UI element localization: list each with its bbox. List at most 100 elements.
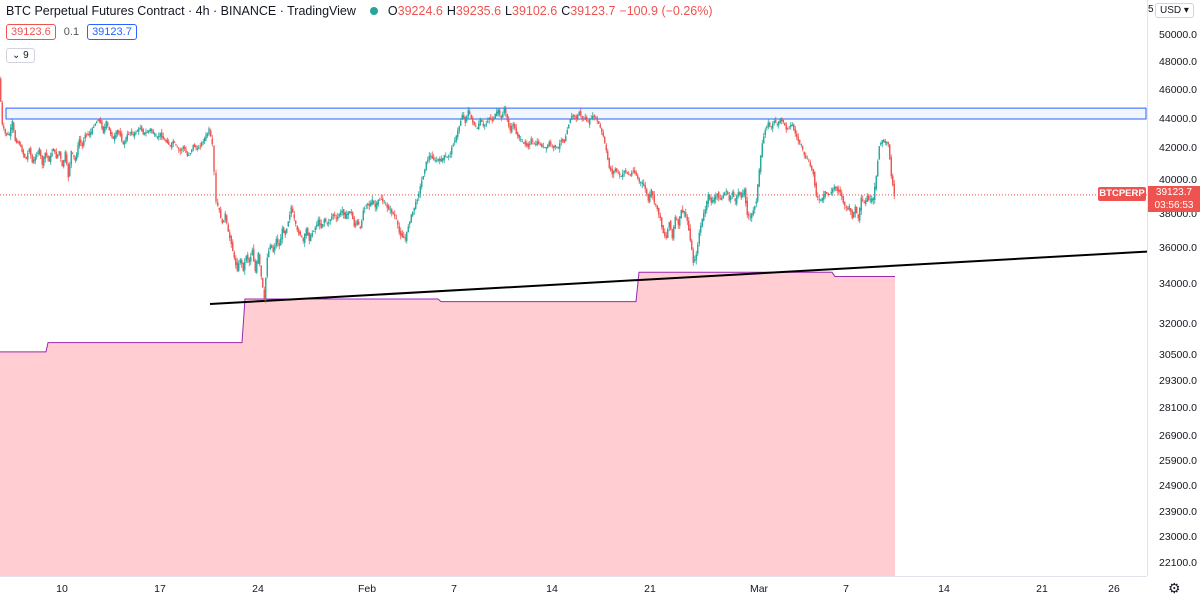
candle-body <box>299 231 301 236</box>
candle-body <box>206 133 209 136</box>
candle-body <box>301 235 303 237</box>
price-axis[interactable]: 50000.0 48000.0 46000.0 44000.0 42000.0 40000… <box>1147 0 1200 576</box>
candle-body <box>506 113 508 121</box>
candle-body <box>521 141 523 143</box>
candle-body <box>380 199 382 200</box>
change-value: −100.9 (−0.26%) <box>619 4 713 18</box>
candle-body <box>524 141 526 145</box>
currency-selector[interactable]: USD ▾ <box>1155 3 1194 18</box>
candle-body <box>776 123 778 125</box>
candle-body <box>850 208 852 212</box>
candle-body <box>181 149 183 151</box>
candle-body <box>584 117 586 119</box>
candle-body <box>334 214 336 217</box>
candle-body <box>15 139 18 143</box>
candle-body <box>793 124 795 130</box>
candle-body <box>887 141 889 145</box>
candle-body <box>472 118 474 123</box>
candle-body <box>138 128 140 132</box>
candle-body <box>737 192 739 197</box>
candle-body <box>536 141 538 146</box>
candle-body <box>643 183 645 186</box>
candle-body <box>112 137 115 139</box>
candle-body <box>43 157 45 166</box>
sell-price-button[interactable]: 39123.6 <box>6 24 56 40</box>
candle-body <box>823 194 825 200</box>
candle-body <box>446 157 448 158</box>
price-tick-label: 25900.0 <box>1159 455 1197 467</box>
support-trendline <box>209 250 1147 305</box>
candle-body <box>278 243 280 247</box>
candle-body <box>169 145 171 147</box>
candle-body <box>118 130 120 133</box>
candle-body <box>145 132 147 134</box>
candle-body <box>373 200 375 204</box>
candle-body <box>413 207 415 211</box>
time-tick-label: 7 <box>843 583 849 595</box>
candle-body <box>583 118 585 120</box>
candle-body <box>671 229 673 238</box>
candle-body <box>77 145 79 155</box>
candle-body <box>458 126 460 131</box>
time-axis[interactable]: 10 17 24 Feb 7 14 21 Mar 7 14 21 26 <box>0 576 1147 601</box>
candle-body <box>296 226 298 231</box>
candle-body <box>256 261 258 273</box>
candle-body <box>178 148 180 150</box>
indicators-collapse-button[interactable]: ⌄ 9 <box>6 48 35 63</box>
candle-body <box>179 149 181 152</box>
candle-body <box>661 217 663 227</box>
candle-body <box>863 202 865 204</box>
candle-body <box>770 126 772 128</box>
candle-body <box>838 189 840 192</box>
candle-body <box>141 126 143 132</box>
candle-body <box>173 142 176 143</box>
candle-body <box>286 228 288 233</box>
candle-body <box>712 200 714 203</box>
candle-body <box>683 211 685 214</box>
candle-body <box>57 154 59 158</box>
candle-body <box>809 162 811 166</box>
candle-body <box>442 158 444 161</box>
candle-body <box>695 254 697 261</box>
candle-body <box>487 121 489 123</box>
time-tick-label: 14 <box>546 583 558 595</box>
candle-body <box>505 108 507 114</box>
candle-body <box>205 135 207 140</box>
candle-body <box>83 140 85 146</box>
candle-body <box>242 262 244 271</box>
candle-body <box>370 202 372 207</box>
candle-body <box>361 221 363 228</box>
candle-body <box>494 113 496 119</box>
candle-body <box>707 194 709 204</box>
candle-body <box>625 169 627 173</box>
candle-body <box>412 211 414 216</box>
candle-body <box>728 195 730 201</box>
candle-body <box>559 143 561 149</box>
candle-body <box>31 155 33 163</box>
candle-body <box>475 125 477 127</box>
candle-body <box>172 140 174 144</box>
candle-body <box>802 146 804 150</box>
candle-body <box>658 207 660 215</box>
price-chart[interactable] <box>0 0 1147 576</box>
candle-body <box>382 198 384 202</box>
candle-body <box>5 133 8 135</box>
candle-body <box>274 246 276 251</box>
candle-body <box>767 122 769 128</box>
candle-body <box>688 220 690 231</box>
gear-icon[interactable]: ⚙ <box>1168 580 1181 596</box>
candle-body <box>198 147 200 149</box>
time-tick-label: 17 <box>154 583 166 595</box>
chart-area[interactable] <box>0 0 1147 576</box>
candle-body <box>794 129 796 134</box>
candle-body <box>542 145 544 147</box>
price-tick-label: 42000.0 <box>1159 142 1197 154</box>
buy-price-button[interactable]: 39123.7 <box>87 24 137 40</box>
candle-body <box>122 141 124 145</box>
candle-body <box>47 155 49 159</box>
candle-body <box>517 132 519 137</box>
candle-body <box>310 235 312 242</box>
candle-body <box>313 231 315 232</box>
candle-body <box>593 115 595 117</box>
candle-body <box>478 124 480 130</box>
